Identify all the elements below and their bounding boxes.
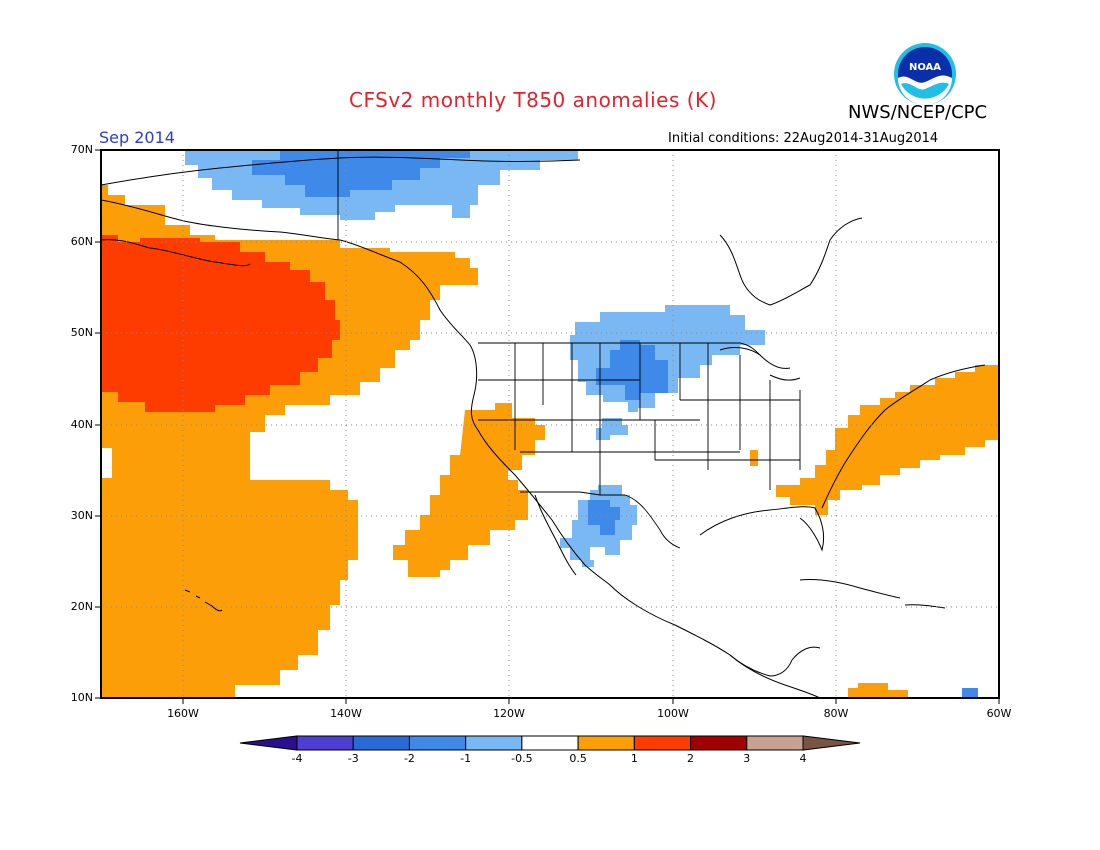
map-ticks: [95, 149, 1000, 704]
cold-region-northwest-mexico: [560, 485, 637, 567]
colorbar-swatch: [465, 735, 523, 751]
lon-label-100w: 100W: [657, 707, 689, 720]
chart-title: CFSv2 monthly T850 anomalies (K): [349, 88, 717, 112]
cold-patch-colorado: [596, 418, 628, 440]
colorbar-tick-label: -4: [291, 752, 303, 765]
noaa-logo-icon: NOAA: [894, 43, 956, 105]
lon-label-120w: 120W: [493, 707, 525, 720]
anomaly-shading: [101, 150, 999, 698]
cold-core-sonora: [588, 500, 620, 535]
coastlines: [101, 156, 986, 698]
lat-label-60n: 60N: [70, 235, 93, 248]
colorbar-tick-label: -3: [347, 752, 359, 765]
colorbar-tick-label: 3: [743, 752, 751, 765]
colorbar-tick-label: -2: [403, 752, 415, 765]
lon-label-160w: 160W: [167, 707, 199, 720]
colorbar-swatch: [408, 735, 467, 751]
lat-label-50n: 50N: [70, 326, 93, 339]
warm-core-gulf-of-alaska: [101, 235, 340, 412]
warm-region-us-east-coast: [776, 365, 999, 515]
cold-core-dakotas: [596, 340, 668, 400]
colorbar-swatch: [690, 735, 748, 751]
forecast-period: Sep 2014: [99, 128, 175, 147]
colorbar-swatch: [746, 735, 804, 751]
map-frame: [100, 149, 1000, 699]
colorbar-swatch: [521, 735, 579, 751]
lat-label-40n: 40N: [70, 418, 93, 431]
colorbar-tick-label: -0.5: [511, 752, 533, 765]
colorbar-swatch: [352, 735, 410, 751]
lat-label-10n: 10N: [70, 691, 93, 704]
borders: [337, 150, 801, 549]
cold-core-beaufort-sea: [252, 150, 470, 197]
colorbar-swatch: [296, 735, 354, 751]
warm-region-california-coast: [393, 403, 545, 577]
agency-label: NWS/NCEP/CPC: [848, 102, 988, 123]
colorbar-swatch: [633, 735, 692, 751]
warm-patch-tennessee: [750, 450, 758, 466]
colorbar-tick-label: 1: [630, 752, 638, 765]
cold-patch-caribbean: [962, 688, 978, 698]
colorbar-tick-label: 2: [687, 752, 695, 765]
colorbar-tick-label: -1: [460, 752, 472, 765]
cold-region-northern-plains: [570, 305, 765, 412]
lat-label-70n: 70N: [70, 143, 93, 156]
colorbar-tick-label: 4: [799, 752, 807, 765]
colorbar-swatch: [577, 735, 635, 751]
lon-label-60w: 60W: [986, 707, 1012, 720]
colorbar-max-arrow: [802, 735, 861, 751]
lat-label-30n: 30N: [70, 509, 93, 522]
lon-label-80w: 80W: [823, 707, 849, 720]
warm-region-caribbean: [848, 683, 908, 698]
anomaly-map: [95, 149, 1000, 704]
lon-label-140w: 140W: [330, 707, 362, 720]
colorbar-min-arrow: [239, 735, 298, 751]
colorbar-tick-label: 0.5: [569, 752, 587, 765]
logo-text: NOAA: [909, 62, 941, 73]
lat-label-20n: 20N: [70, 600, 93, 613]
initial-conditions: Initial conditions: 22Aug2014-31Aug2014: [668, 131, 939, 146]
